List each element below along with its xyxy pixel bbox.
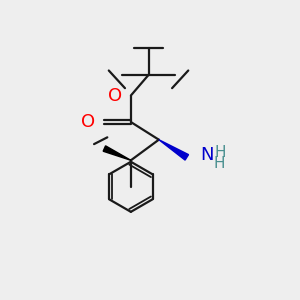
Polygon shape [159,140,188,160]
Text: O: O [109,86,123,104]
Polygon shape [103,146,131,160]
Text: H: H [215,145,226,160]
Text: H: H [213,156,225,171]
Text: N: N [200,146,214,164]
Text: O: O [81,113,95,131]
